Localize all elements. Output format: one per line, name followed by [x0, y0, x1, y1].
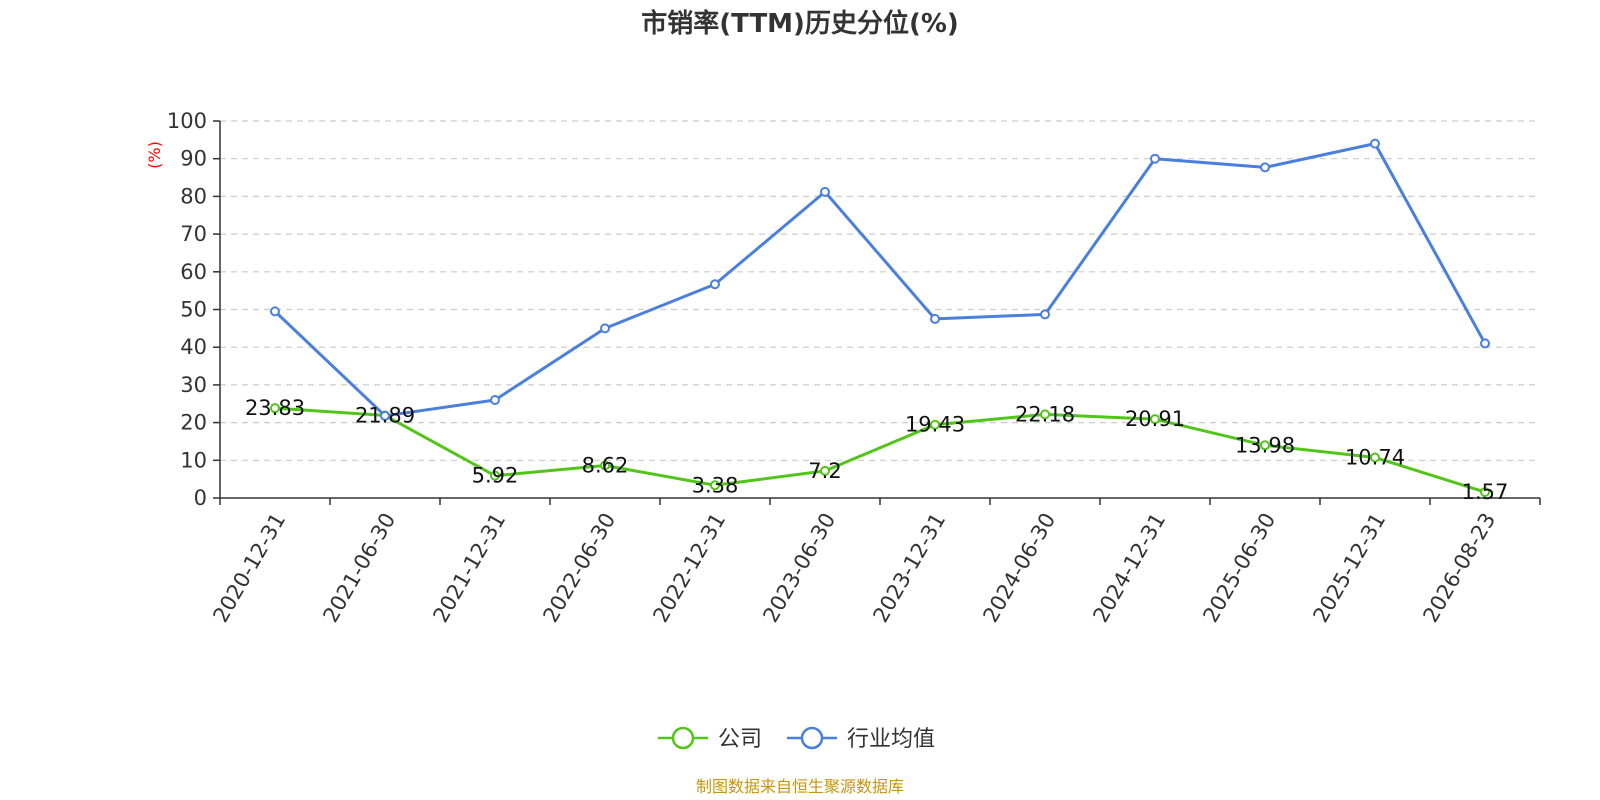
- data-point-0[interactable]: [1370, 452, 1380, 463]
- y-tick-label: 80: [180, 184, 207, 208]
- data-point-0[interactable]: [600, 460, 610, 471]
- x-tick-label: 2021-06-30: [318, 509, 400, 627]
- x-tick-label: 2023-12-31: [868, 509, 950, 627]
- data-point-0[interactable]: [710, 480, 720, 491]
- legend-marker-industry[interactable]: [800, 726, 824, 750]
- x-tick-label: 2021-12-31: [428, 509, 510, 627]
- data-point-0[interactable]: [1480, 487, 1490, 498]
- x-tick-label: 2025-12-31: [1308, 509, 1390, 627]
- data-point-1[interactable]: [1150, 153, 1160, 164]
- data-label: 7.2: [808, 459, 841, 483]
- data-point-1[interactable]: [930, 313, 940, 324]
- data-label: 21.89: [355, 403, 415, 427]
- x-tick-label: 2025-06-30: [1198, 509, 1280, 627]
- x-tick-label: 2020-12-31: [208, 509, 290, 627]
- data-label: 8.62: [582, 454, 629, 478]
- data-label: 19.43: [905, 413, 965, 437]
- data-label: 5.92: [472, 464, 519, 488]
- data-point-1[interactable]: [1040, 309, 1050, 320]
- x-tick-label: 2023-06-30: [758, 509, 840, 627]
- grid-lines: [220, 120, 1540, 461]
- y-tick-label: 30: [180, 373, 207, 397]
- legend-label-industry[interactable]: 行业均值: [847, 727, 935, 752]
- y-tick-label: 50: [180, 298, 207, 322]
- source-note: 制图数据来自恒生聚源数据库: [696, 777, 904, 796]
- data-point-0[interactable]: [820, 465, 830, 476]
- data-point-1[interactable]: [710, 279, 720, 290]
- data-point-0[interactable]: [1260, 440, 1270, 451]
- data-point-0[interactable]: [930, 419, 940, 430]
- series: [270, 138, 1490, 498]
- y-tick-label: 20: [180, 411, 207, 435]
- data-point-1[interactable]: [380, 410, 390, 421]
- data-label: 1.57: [1462, 480, 1509, 504]
- y-tick-label: 40: [180, 335, 207, 359]
- y-tick-label: 70: [180, 222, 207, 246]
- data-label: 20.91: [1125, 407, 1185, 431]
- legend-marker-company[interactable]: [671, 726, 695, 750]
- axes: 0 10 20 30 40 50 60 70 80 90 100 2020-12-31 2021-06-…: [167, 109, 1541, 627]
- data-point-0[interactable]: [270, 403, 280, 414]
- data-point-1[interactable]: [820, 186, 830, 197]
- chart-title: 市销率(TTM)历史分位(%): [641, 8, 959, 39]
- series-line-0: [274, 406, 1486, 494]
- data-point-0[interactable]: [1150, 414, 1160, 425]
- data-label: 3.38: [692, 473, 739, 497]
- y-tick-label: 0: [194, 486, 207, 510]
- data-point-1[interactable]: [270, 306, 280, 317]
- legend-label-company[interactable]: 公司: [718, 727, 762, 752]
- data-point-1[interactable]: [1480, 338, 1490, 349]
- x-tick-label: 2026-08-23: [1418, 509, 1500, 627]
- data-point-1[interactable]: [600, 323, 610, 334]
- x-tick-label: 2022-06-30: [538, 509, 620, 627]
- y-tick-label: 100: [167, 109, 207, 133]
- y-tick-label: 10: [180, 448, 207, 472]
- y-tick-label: 60: [180, 260, 207, 284]
- x-tick-label: 2022-12-31: [648, 509, 730, 627]
- x-tick-label: 2024-06-30: [978, 509, 1060, 627]
- y-tick-label: 90: [180, 147, 207, 171]
- data-point-1[interactable]: [1260, 162, 1270, 173]
- x-tick-label: 2024-12-31: [1088, 509, 1170, 627]
- data-labels: 23.83 21.89 5.92 8.62 3.38 7.2 19.43 22.18 20.91…: [245, 396, 1508, 504]
- data-label: 10.74: [1345, 446, 1405, 470]
- y-axis-label: (%): [145, 141, 164, 169]
- series-line-1: [273, 142, 1487, 418]
- data-label: 13.98: [1235, 433, 1295, 457]
- data-point-0[interactable]: [1040, 409, 1050, 420]
- data-point-1[interactable]: [1370, 138, 1380, 149]
- data-point-1[interactable]: [490, 394, 500, 405]
- legend: 公司 行业均值: [658, 726, 935, 752]
- data-point-0[interactable]: [490, 470, 500, 481]
- data-label: 22.18: [1015, 402, 1075, 426]
- data-label: 23.83: [245, 396, 305, 420]
